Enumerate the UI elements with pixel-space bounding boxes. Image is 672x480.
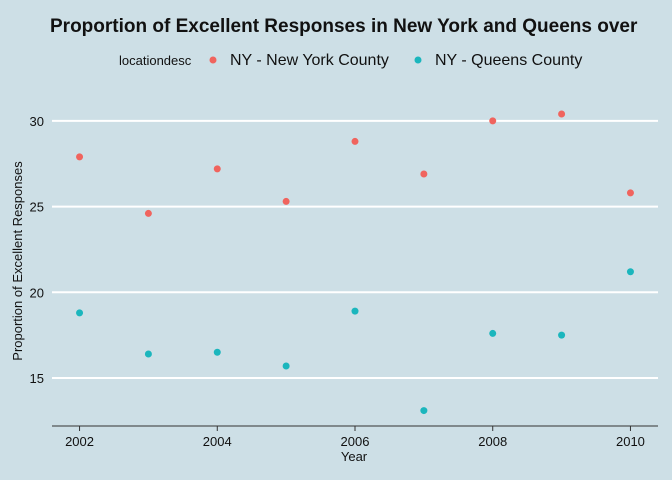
point-queens-2003: [144, 350, 152, 358]
y-tick-label-20: 20: [30, 285, 44, 300]
point-new-york-2009: [558, 110, 566, 118]
legend-marker-new-york: [209, 56, 217, 64]
legend-marker-queens: [414, 56, 422, 64]
x-tick-label-2004: 2004: [203, 434, 232, 449]
point-queens-2004: [213, 348, 221, 356]
point-new-york-2006: [351, 137, 359, 145]
point-queens-2010: [626, 268, 634, 276]
y-tick-label-30: 30: [30, 114, 44, 129]
point-new-york-2005: [282, 197, 290, 205]
legend-title: locationdesc: [119, 53, 192, 68]
point-new-york-2002: [76, 153, 84, 161]
legend-label-queens: NY - Queens County: [435, 52, 582, 69]
point-queens-2002: [76, 309, 84, 317]
legend: locationdesc NY - New York County NY - Q…: [119, 52, 582, 69]
point-new-york-2003: [144, 209, 152, 217]
x-tick-label-2006: 2006: [341, 434, 370, 449]
point-queens-2007: [420, 407, 428, 415]
point-queens-2005: [282, 362, 290, 370]
x-tick-label-2008: 2008: [478, 434, 507, 449]
grid-lines: [52, 119, 658, 379]
data-points: [76, 110, 634, 415]
point-new-york-2007: [420, 170, 428, 178]
point-new-york-2008: [489, 117, 497, 125]
point-new-york-2004: [213, 165, 221, 173]
axis-ticks: 15 20 25 30 2002 2004 2006 2008 2010: [30, 114, 645, 449]
x-axis-label: Year: [341, 449, 368, 464]
point-queens-2006: [351, 307, 359, 315]
point-queens-2008: [489, 329, 497, 337]
y-tick-label-15: 15: [30, 371, 44, 386]
chart-title: Proportion of Excellent Responses in New…: [50, 16, 638, 37]
y-tick-label-25: 25: [30, 200, 44, 215]
x-tick-label-2010: 2010: [616, 434, 645, 449]
x-tick-label-2002: 2002: [65, 434, 94, 449]
point-new-york-2010: [626, 189, 634, 197]
y-axis-label: Proportion of Excellent Responses: [10, 161, 25, 361]
point-queens-2009: [558, 331, 566, 339]
legend-label-new-york: NY - New York County: [230, 52, 389, 69]
